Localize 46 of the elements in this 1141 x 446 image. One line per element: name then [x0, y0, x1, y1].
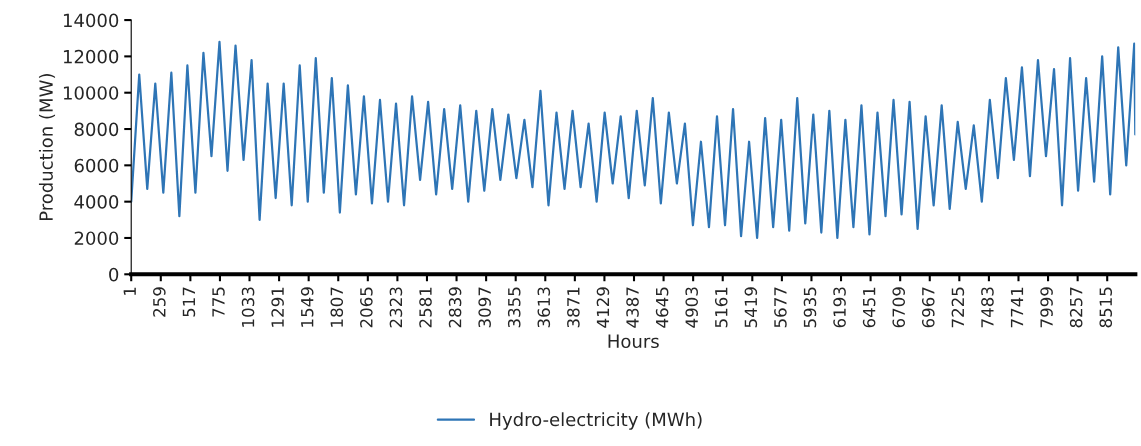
- x-tick-label: 4387: [626, 287, 639, 328]
- x-tick-label: 6709: [892, 287, 906, 328]
- x-tick-label: 3613: [537, 287, 551, 328]
- x-tick-label: 7483: [981, 287, 994, 328]
- x-tick-label: 7225: [951, 287, 965, 328]
- x-tick-label: 775: [212, 287, 225, 317]
- x-tick-label: 1: [123, 287, 136, 295]
- y-tick-label: 10000: [63, 86, 119, 100]
- x-tick-label: 1033: [241, 287, 255, 327]
- y-tick-label: 8000: [74, 122, 119, 137]
- x-tick-label: 2065: [360, 287, 373, 328]
- x-tick-label: 5161: [714, 287, 728, 328]
- x-tick-label: 2323: [389, 287, 403, 328]
- x-tick-label: 6451: [862, 287, 876, 328]
- y-tick-label: 0: [109, 267, 119, 282]
- y-axis-title: Production (MW): [38, 74, 56, 221]
- x-tick-label: 8257: [1069, 287, 1083, 328]
- y-tick-label: 6000: [74, 158, 119, 173]
- y-tick-label: 4000: [74, 195, 119, 209]
- x-tick-label: 4129: [596, 287, 610, 328]
- y-tick-label: 12000: [63, 49, 119, 64]
- line-series: [131, 40, 1136, 240]
- x-tick-label: 4903: [685, 287, 698, 328]
- x-tick-label: 517: [182, 287, 196, 317]
- x-tick-label: 1549: [300, 287, 314, 327]
- x-tick-label: 8515: [1099, 287, 1113, 328]
- y-tick-label: 2000: [74, 231, 119, 246]
- x-tick-label: 3355: [507, 287, 521, 328]
- legend-label: Hydro-electricity (MWh): [490, 412, 702, 430]
- x-tick-label: 3097: [478, 287, 491, 328]
- x-tick-label: 2839: [448, 287, 462, 328]
- x-tick-label: 5677: [774, 287, 787, 328]
- x-tick-label: 7741: [1010, 287, 1024, 328]
- x-tick-label: 6193: [833, 287, 846, 328]
- x-tick-label: 6967: [921, 287, 935, 328]
- x-tick-label: 7999: [1040, 287, 1053, 328]
- x-tick-label: 5935: [803, 287, 817, 328]
- x-tick-label: 1291: [271, 287, 284, 327]
- x-tick-label: 3871: [567, 287, 580, 328]
- x-tick-label: 2581: [419, 287, 432, 328]
- x-tick-label: 5419: [744, 287, 758, 328]
- x-tick-label: 1807: [330, 287, 344, 327]
- x-axis-title: Hours: [608, 334, 659, 349]
- x-tick-label: 259: [153, 287, 166, 317]
- x-tick-label: 4645: [655, 287, 669, 328]
- y-tick-label: 14000: [63, 13, 119, 28]
